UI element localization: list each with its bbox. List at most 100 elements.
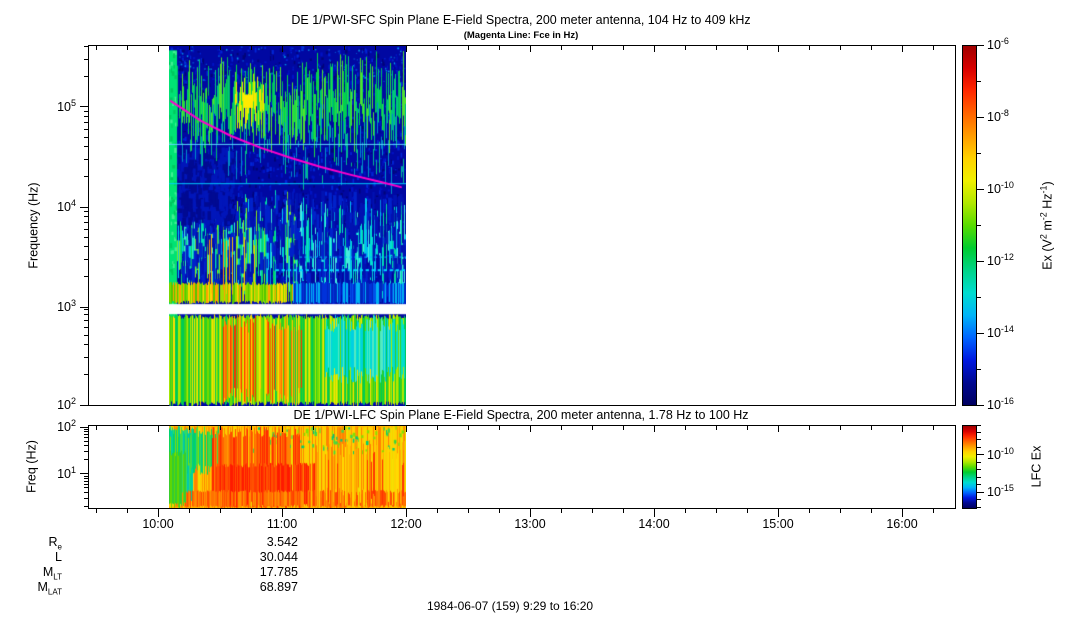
x-axis-minor-tick xyxy=(685,509,686,513)
x-axis-major-tick xyxy=(406,509,407,517)
x-axis-major-tick xyxy=(902,509,903,517)
x-axis-tick-label: 16:00 xyxy=(886,517,918,531)
sfc-inside-top-tick xyxy=(220,46,221,50)
sfc-y-minor-tick xyxy=(84,344,88,346)
lfc-spectrogram xyxy=(169,426,406,508)
sfc-y-minor-tick xyxy=(84,228,88,230)
lfc-y-minor-tick xyxy=(84,451,88,453)
orbit-param-value: 3.542 xyxy=(266,535,298,549)
sfc-y-minor-tick xyxy=(84,276,88,278)
sfc-inside-top-tick xyxy=(871,46,872,50)
lfc-cb-minor-tick xyxy=(977,431,981,433)
orbit-param-label: MLAT xyxy=(37,580,63,597)
exponent: -2 xyxy=(1038,212,1049,221)
lfc-title: DE 1/PWI-LFC Spin Plane E-Field Spectra,… xyxy=(293,408,749,422)
lfc-inside-top-tick xyxy=(902,426,903,432)
lfc-y-minor-tick xyxy=(84,497,88,499)
lfc-cb-minor-tick xyxy=(977,446,981,448)
x-axis-minor-tick xyxy=(623,509,624,513)
sfc-inside-top-tick xyxy=(251,46,252,50)
lfc-inside-top-tick xyxy=(468,426,469,430)
sfc-inside-top-tick xyxy=(437,46,438,50)
x-axis-major-tick xyxy=(282,509,283,517)
sfc-inside-top-tick xyxy=(654,46,655,52)
lfc-y-major-tick xyxy=(80,426,88,428)
lfc-inside-top-tick xyxy=(716,426,717,430)
lfc-y-axis-title: Freq (Hz) xyxy=(24,440,39,493)
exponent: -14 xyxy=(1000,324,1014,334)
sfc-y-tick-label: 104 xyxy=(57,198,76,215)
sfc-y-major-tick xyxy=(80,306,88,308)
sfc-y-minor-tick xyxy=(84,76,88,78)
lfc-inside-top-tick xyxy=(623,426,624,430)
lfc-y-minor-tick xyxy=(84,459,88,461)
orbit-param-label: L xyxy=(55,550,62,564)
lfc-inside-top-tick xyxy=(406,426,407,432)
sfc-cb-tick-label: 10-6 xyxy=(987,36,1009,53)
sfc-y-minor-tick xyxy=(84,211,88,213)
x-axis-major-tick xyxy=(654,509,655,517)
x-axis-minor-tick xyxy=(809,509,810,513)
x-axis-minor-tick xyxy=(96,509,97,513)
lfc-inside-top-tick xyxy=(561,426,562,430)
lfc-inside-top-tick xyxy=(96,426,97,430)
lfc-cb-minor-tick xyxy=(977,499,981,501)
exponent: -10 xyxy=(1000,445,1014,456)
sfc-cb-minor-tick xyxy=(977,224,981,226)
sfc-inside-top-tick xyxy=(406,46,407,52)
sfc-y-minor-tick xyxy=(84,116,88,118)
x-axis-minor-tick xyxy=(437,509,438,513)
sfc-inside-top-tick xyxy=(716,46,717,50)
lfc-inside-top-tick xyxy=(189,426,190,430)
exponent: 2 xyxy=(70,396,76,406)
exponent: 3 xyxy=(70,298,76,309)
sfc-y-minor-tick xyxy=(84,258,88,260)
lfc-inside-top-tick xyxy=(871,426,872,430)
sfc-subtitle: (Magenta Line: Fce in Hz) xyxy=(463,30,579,41)
sfc-cb-major-tick xyxy=(977,260,984,262)
sfc-inside-top-tick xyxy=(499,46,500,50)
sfc-inside-top-tick xyxy=(747,46,748,50)
lfc-inside-top-tick xyxy=(251,426,252,430)
sfc-y-minor-tick xyxy=(84,58,88,60)
date-range-caption: 1984-06-07 (159) 9:29 to 16:20 xyxy=(426,599,594,613)
lfc-panel xyxy=(88,425,956,509)
sfc-colorbar xyxy=(962,45,977,406)
lfc-inside-top-tick xyxy=(747,426,748,430)
sfc-y-minor-tick xyxy=(84,314,88,316)
lfc-y-minor-tick xyxy=(84,487,88,489)
sfc-cb-tick-label: 10-10 xyxy=(987,180,1014,197)
sfc-spectrogram xyxy=(169,46,406,406)
sfc-y-minor-tick xyxy=(84,356,88,358)
lfc-y-minor-tick xyxy=(84,475,88,477)
lfc-cb-minor-tick xyxy=(977,484,981,486)
orbit-param-value: 17.785 xyxy=(259,565,298,579)
x-axis-major-tick xyxy=(778,509,779,517)
x-axis-minor-tick xyxy=(747,509,748,513)
exponent: -8 xyxy=(1000,108,1009,118)
x-axis-tick-label: 14:00 xyxy=(638,517,670,531)
lfc-inside-top-tick xyxy=(840,426,841,430)
x-axis-minor-tick xyxy=(592,509,593,513)
sfc-y-minor-tick xyxy=(84,374,88,376)
sfc-y-minor-tick xyxy=(84,128,88,130)
lfc-cb-tick-label: 10-15 xyxy=(987,483,1014,500)
lfc-y-minor-tick xyxy=(84,491,88,493)
lfc-inside-top-tick xyxy=(685,426,686,430)
sfc-y-minor-tick xyxy=(84,319,88,321)
x-axis-minor-tick xyxy=(127,509,128,513)
x-axis-minor-tick xyxy=(375,509,376,513)
lfc-inside-top-tick xyxy=(375,426,376,430)
x-axis-minor-tick xyxy=(933,509,934,513)
lfc-y-minor-tick xyxy=(84,431,88,433)
sfc-cb-tick-label: 10-14 xyxy=(987,324,1014,341)
sfc-inside-top-tick xyxy=(778,46,779,52)
lfc-inside-top-tick xyxy=(313,426,314,430)
sfc-inside-top-tick xyxy=(685,46,686,50)
exponent: 5 xyxy=(70,97,76,108)
x-axis-tick-label: 11:00 xyxy=(266,517,298,531)
sfc-cb-major-tick xyxy=(977,332,984,334)
lfc-cb-minor-tick xyxy=(977,439,981,441)
sfc-y-axis-title: Frequency (Hz) xyxy=(26,182,41,269)
x-axis-minor-tick xyxy=(189,509,190,513)
